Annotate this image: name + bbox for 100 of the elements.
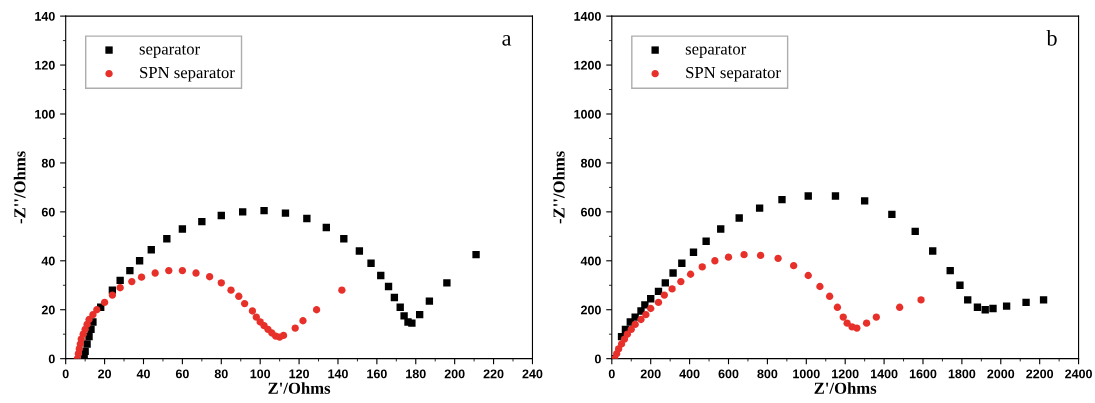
point [956, 281, 964, 289]
point [192, 269, 200, 277]
point [338, 286, 346, 294]
point [888, 210, 896, 218]
point [205, 273, 214, 281]
x-axis-title: Z'/Ohms [814, 382, 877, 394]
point [281, 209, 290, 217]
point [872, 313, 880, 321]
point [778, 195, 786, 204]
x-tick-label: 220 [483, 369, 504, 379]
point [151, 269, 159, 277]
point [178, 225, 187, 233]
point [1002, 302, 1011, 310]
point [235, 292, 243, 300]
y-tick-label: 400 [580, 256, 601, 266]
point [198, 217, 206, 226]
y-tick-label: 1400 [574, 11, 601, 21]
point [755, 204, 764, 212]
y-tick-label: 100 [35, 109, 55, 119]
point [147, 246, 155, 254]
point [862, 319, 871, 327]
point [853, 324, 861, 332]
point [689, 248, 698, 256]
point [227, 286, 235, 294]
legend-label: separator [139, 45, 200, 58]
point [472, 251, 480, 259]
point [631, 320, 639, 329]
x-tick-label: 40 [136, 369, 150, 379]
point [756, 251, 765, 260]
y-tick-label: 1200 [574, 60, 601, 70]
legend-label: separator [685, 45, 747, 58]
x-tick-label: 1200 [832, 369, 859, 379]
point [384, 282, 393, 291]
x-tick-label: 160 [367, 369, 387, 379]
x-tick-label: 1600 [909, 369, 937, 379]
point [116, 276, 124, 285]
point [929, 247, 937, 255]
point [279, 331, 288, 340]
point [217, 211, 225, 220]
point [911, 227, 919, 236]
y-tick-label: 600 [581, 207, 601, 217]
point [711, 257, 719, 265]
point [291, 324, 299, 332]
point [860, 197, 869, 205]
x-tick-label: 200 [444, 369, 465, 379]
point [623, 330, 632, 338]
point [128, 277, 136, 286]
point [804, 271, 812, 280]
point [137, 273, 146, 281]
x-tick-label: 180 [406, 369, 426, 379]
x-tick-label: 2200 [1026, 369, 1054, 379]
point [724, 253, 733, 261]
point [661, 279, 669, 287]
x-tick-label: 1000 [793, 369, 820, 379]
point [637, 315, 645, 324]
y-tick-label: 1000 [574, 109, 601, 119]
point [299, 317, 307, 325]
point [702, 237, 710, 245]
y-tick-label: 0 [594, 354, 601, 364]
point [340, 235, 348, 243]
point [100, 298, 109, 307]
point [322, 223, 330, 232]
x-tick-label: 800 [757, 369, 778, 379]
annotation: b [1046, 30, 1057, 46]
point [981, 306, 989, 314]
point [627, 325, 635, 333]
y-tick-label: 800 [580, 158, 601, 168]
x-tick-label: 0 [608, 369, 615, 379]
point [642, 310, 650, 319]
y-tick-label: 200 [580, 305, 601, 315]
point [804, 192, 812, 200]
point [989, 304, 997, 313]
point [677, 277, 685, 286]
x-axis-title: Z'/Ohms [268, 382, 331, 394]
point [895, 303, 904, 311]
point [831, 192, 840, 200]
point [964, 296, 972, 304]
point [654, 298, 663, 307]
x-tick-label: 240 [522, 369, 543, 379]
point [839, 313, 847, 321]
point [408, 319, 416, 327]
point [1039, 296, 1048, 304]
point [85, 315, 93, 324]
y-tick-label: 60 [41, 207, 55, 217]
point [443, 279, 451, 287]
point [248, 307, 257, 315]
x-tick-label: 20 [98, 369, 112, 379]
point [165, 266, 173, 275]
point [973, 303, 982, 311]
x-tick-label: 120 [289, 369, 309, 379]
point [678, 259, 686, 267]
x-tick-label: 200 [640, 369, 661, 379]
point [240, 299, 249, 308]
y-tick-label: 40 [41, 256, 55, 266]
x-tick-label: 2400 [1065, 369, 1092, 379]
point [163, 235, 171, 243]
point [390, 293, 399, 302]
point [252, 313, 260, 321]
point [396, 303, 404, 311]
annotation: a [502, 35, 512, 46]
